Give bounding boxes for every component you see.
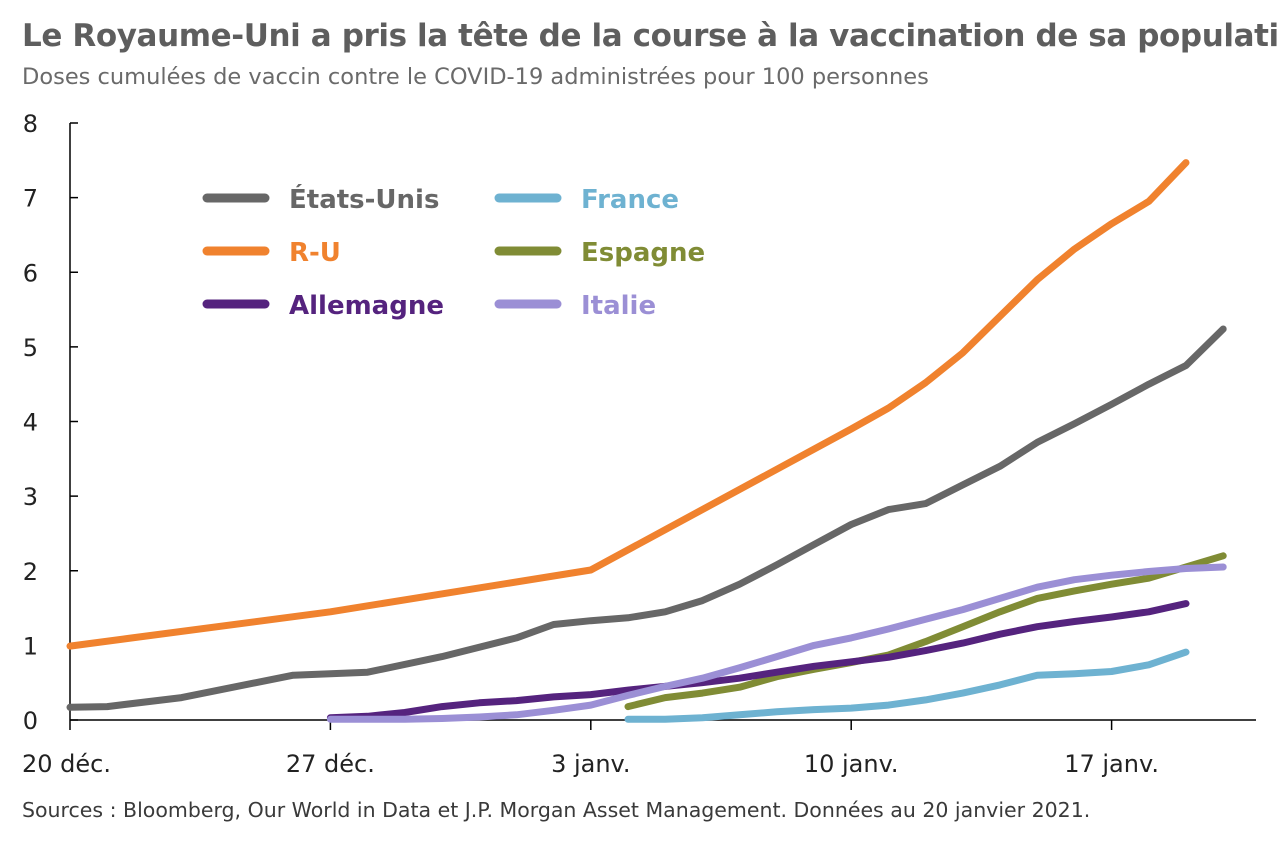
x-tick-label: 10 janv. <box>804 750 899 778</box>
series-line-france <box>624 648 1190 723</box>
legend-label-allemagne: Allemagne <box>289 291 444 321</box>
legend-label-r-u: R-U <box>289 238 341 268</box>
y-tick-label: 1 <box>23 632 38 660</box>
chart-source-note: Sources : Bloomberg, Our World in Data e… <box>22 798 1091 822</box>
x-tick-label: 27 déc. <box>286 750 375 778</box>
legend-label-france: France <box>581 185 679 215</box>
chart-legend: États-Unis R-U Allemagne France Espagne Itali… <box>202 183 705 321</box>
series-line-italie <box>326 563 1227 723</box>
chart-subtitle: Doses cumulées de vaccin contre le COVID… <box>22 64 929 90</box>
series-line-espagne <box>624 552 1227 711</box>
series-line-etats-unis <box>66 325 1227 711</box>
x-tick-label: 20 déc. <box>22 750 111 778</box>
y-tick-label: 4 <box>23 409 38 437</box>
chart-axes: 0 1 2 3 4 5 6 7 8 20 déc. 27 déc. 3 janv. 10 janv. 17… <box>22 110 1256 778</box>
legend-label-etats-unis: États-Unis <box>289 183 439 215</box>
y-tick-label: 6 <box>23 259 38 287</box>
x-tick-label: 3 janv. <box>551 750 630 778</box>
y-tick-label: 0 <box>23 707 38 735</box>
chart-series-group <box>66 159 1227 723</box>
y-tick-label: 5 <box>23 334 38 362</box>
x-tick-label: 17 janv. <box>1064 750 1159 778</box>
legend-label-italie: Italie <box>581 291 656 321</box>
y-tick-label: 7 <box>23 185 38 213</box>
y-tick-label: 2 <box>23 558 38 586</box>
chart-title: Le Royaume-Uni a pris la tête de la cour… <box>22 18 1280 54</box>
y-tick-label: 8 <box>23 110 38 138</box>
legend-label-espagne: Espagne <box>581 238 705 268</box>
series-line-allemagne <box>326 600 1190 722</box>
series-line-r-u <box>66 159 1190 650</box>
y-tick-label: 3 <box>23 483 38 511</box>
